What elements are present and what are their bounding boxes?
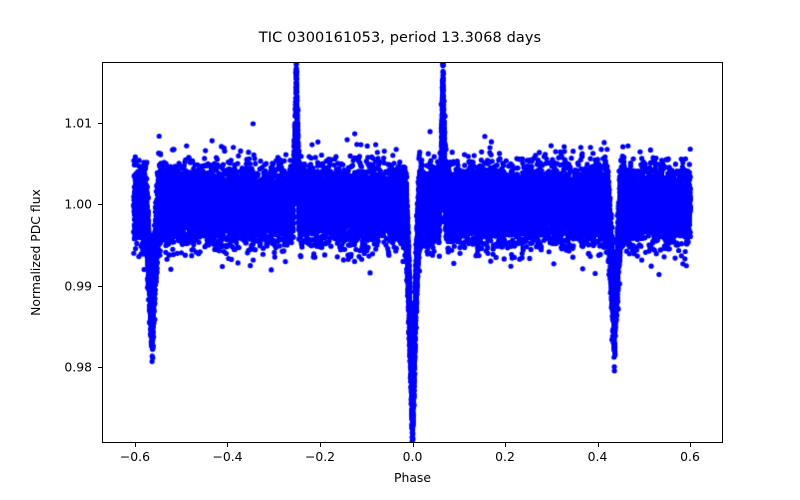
x-tick-label: 0.6 bbox=[680, 449, 700, 464]
scatter-plot-area bbox=[103, 63, 722, 442]
y-tick-label: 0.99 bbox=[64, 278, 92, 294]
y-axis-label-text: Normalized PDC flux bbox=[27, 189, 43, 316]
y-tick-mark bbox=[98, 204, 102, 206]
x-tick-label: −0.6 bbox=[119, 449, 151, 464]
y-tick-label: 1.01 bbox=[64, 115, 92, 131]
x-tick-label: 0.0 bbox=[402, 449, 423, 464]
x-tick-mark bbox=[597, 443, 599, 447]
plot-axes-frame bbox=[102, 62, 723, 443]
x-tick-mark bbox=[412, 443, 414, 447]
x-tick-mark bbox=[690, 443, 692, 447]
x-tick-mark bbox=[505, 443, 506, 447]
y-tick-label: 0.98 bbox=[64, 359, 92, 375]
x-tick-mark bbox=[134, 443, 136, 447]
y-tick-mark bbox=[98, 367, 102, 369]
x-axis-label: Phase bbox=[394, 470, 431, 485]
x-tick-mark bbox=[227, 443, 229, 447]
y-tick-mark bbox=[98, 285, 102, 287]
y-tick-label: 1.00 bbox=[64, 196, 92, 212]
y-tick-mark bbox=[98, 123, 102, 125]
x-tick-label: −0.4 bbox=[212, 449, 243, 464]
x-tick-label: −0.2 bbox=[304, 449, 336, 464]
x-tick-label: 0.4 bbox=[587, 449, 608, 464]
y-axis-label: Normalized PDC flux bbox=[27, 62, 43, 443]
x-tick-label: 0.2 bbox=[495, 449, 515, 464]
page-title: TIC 0300161053, period 13.3068 days bbox=[258, 30, 542, 46]
x-tick-mark bbox=[319, 443, 321, 447]
